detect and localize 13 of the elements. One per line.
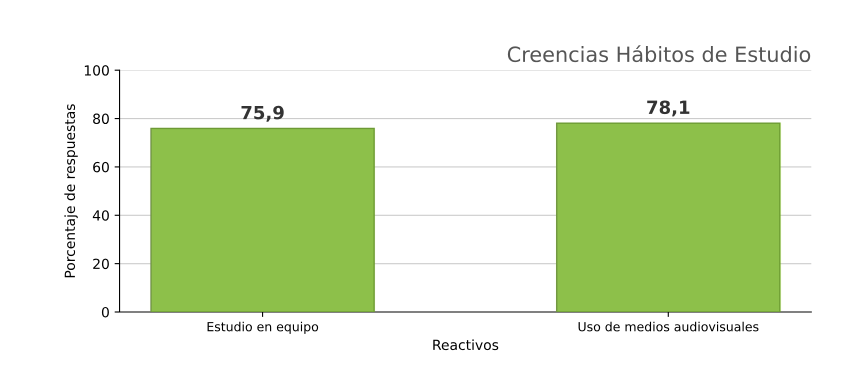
y-tick-label: 60 [93, 162, 109, 172]
data-label: 78,1 [647, 100, 690, 116]
x-tick-label: Estudio en equipo [208, 322, 318, 334]
y-tick-label: 0 [102, 306, 109, 318]
x-tick-label: Uso de medios audiovisuales [578, 322, 758, 332]
y-tick-label: 20 [93, 258, 109, 270]
y-axis-title: Porcentaje de respuestas [64, 104, 78, 278]
y-tick-label: 40 [92, 210, 109, 221]
x-axis-title: Reactivos [433, 339, 498, 350]
y-tick-label: 80 [93, 114, 109, 124]
data-label: 75,9 [242, 106, 284, 122]
chart-title: Creencias Hábitos de Estudio [508, 45, 810, 62]
y-tick-label: 100 [84, 65, 109, 76]
